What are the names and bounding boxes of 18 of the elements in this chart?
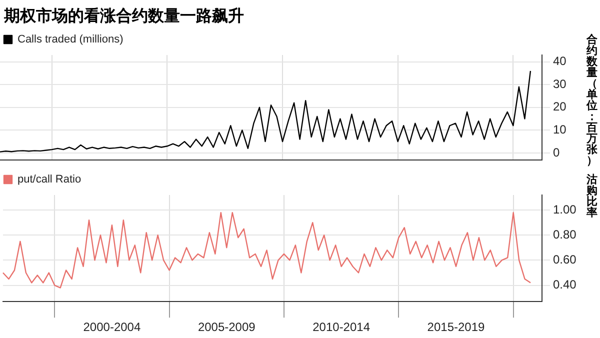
x-tick-label: 2000-2004 bbox=[83, 320, 141, 334]
text: 合约数量（单位：百万张） bbox=[586, 33, 598, 167]
x-tick-label: 2005-2009 bbox=[198, 320, 256, 334]
y-tick-label: 1.00 bbox=[553, 202, 577, 216]
y-tick-label: 30 bbox=[553, 76, 567, 91]
y-tick-label: 0 bbox=[553, 145, 560, 160]
x-tick-label: 2010-2014 bbox=[312, 320, 370, 334]
y-tick-label: 40 bbox=[553, 54, 567, 68]
chart-title: 期权市场的看涨合约数量一路飙升 bbox=[4, 6, 244, 27]
y-tick-label: 0.40 bbox=[553, 278, 577, 292]
y-axis-title: 沽购比率 bbox=[586, 173, 598, 219]
y-tick-label: 20 bbox=[553, 100, 567, 114]
y-tick-label: 10 bbox=[553, 122, 567, 136]
y-tick-label: 0.60 bbox=[553, 252, 577, 267]
legend-label: Calls traded (millions) bbox=[18, 34, 124, 46]
x-tick-label: 2015-2019 bbox=[427, 320, 486, 334]
legend-label: put/call Ratio bbox=[18, 174, 82, 186]
y-tick-label: 0.80 bbox=[553, 227, 577, 242]
